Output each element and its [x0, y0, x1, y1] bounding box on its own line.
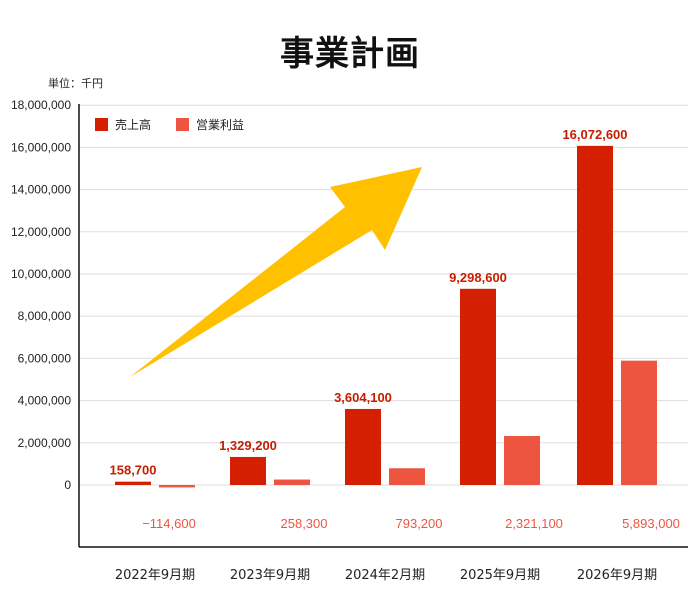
upward-trend-arrow [130, 167, 422, 377]
operating-profit-data-label: 2,321,100 [505, 516, 563, 531]
x-category-label: 2025年9月期 [460, 568, 540, 583]
operating-profit-data-label: −114,600 [142, 516, 196, 531]
y-tick-label: 10,000,000 [11, 267, 71, 281]
operating-profit-data-label: 793,200 [396, 516, 443, 531]
sales-data-label: 9,298,600 [449, 270, 507, 285]
operating-profit-data-label: 5,893,000 [622, 516, 680, 531]
x-axis-categories: 2022年9月期 2023年9月期 2024年2月期 2025年9月期 2026年9月期 [115, 568, 657, 583]
legend-swatch [95, 118, 108, 131]
operating-profit-bar [504, 436, 540, 485]
x-category-label: 2026年9月期 [577, 568, 657, 583]
x-category-label: 2023年9月期 [230, 568, 310, 583]
y-tick-label: 4,000,000 [18, 394, 72, 408]
operating-profit-bar [389, 468, 425, 485]
y-tick-label: 14,000,000 [11, 183, 71, 197]
legend-label: 営業利益 [196, 118, 244, 132]
x-category-label: 2022年9月期 [115, 568, 195, 583]
legend-label: 売上高 [115, 117, 151, 132]
sales-data-label: 3,604,100 [334, 390, 392, 405]
y-tick-label: 0 [64, 478, 71, 492]
y-tick-label: 8,000,000 [18, 309, 72, 323]
sales-bar [230, 456, 266, 485]
y-axis-ticks: 0 2,000,000 4,000,000 6,000,000 8,000,000 10,… [11, 98, 71, 492]
data-labels: 158,700 −114,600 1,329,200 258,300 3,604,100… [110, 127, 680, 531]
axes [78, 104, 688, 548]
chart-title: 事業計画 [280, 34, 420, 74]
sales-data-label: 16,072,600 [562, 127, 627, 142]
y-tick-label: 18,000,000 [11, 98, 71, 112]
bars [115, 145, 657, 488]
unit-label: 単位：千円 [48, 77, 103, 90]
legend: 売上高 営業利益 [95, 117, 244, 132]
operating-profit-data-label: 258,300 [281, 516, 328, 531]
y-tick-label: 16,000,000 [11, 140, 71, 154]
sales-data-label: 158,700 [110, 463, 157, 478]
y-tick-label: 2,000,000 [18, 436, 72, 450]
y-tick-label: 6,000,000 [18, 351, 72, 365]
sales-bar [115, 481, 151, 485]
operating-profit-bar [274, 479, 310, 485]
sales-bar [345, 408, 381, 485]
y-tick-label: 12,000,000 [11, 225, 71, 239]
sales-bar [460, 288, 496, 485]
x-category-label: 2024年2月期 [345, 568, 425, 583]
sales-data-label: 1,329,200 [219, 438, 277, 453]
operating-profit-bar [621, 360, 657, 485]
sales-bar [577, 145, 613, 485]
operating-profit-bar [159, 485, 195, 488]
legend-swatch [176, 118, 189, 131]
